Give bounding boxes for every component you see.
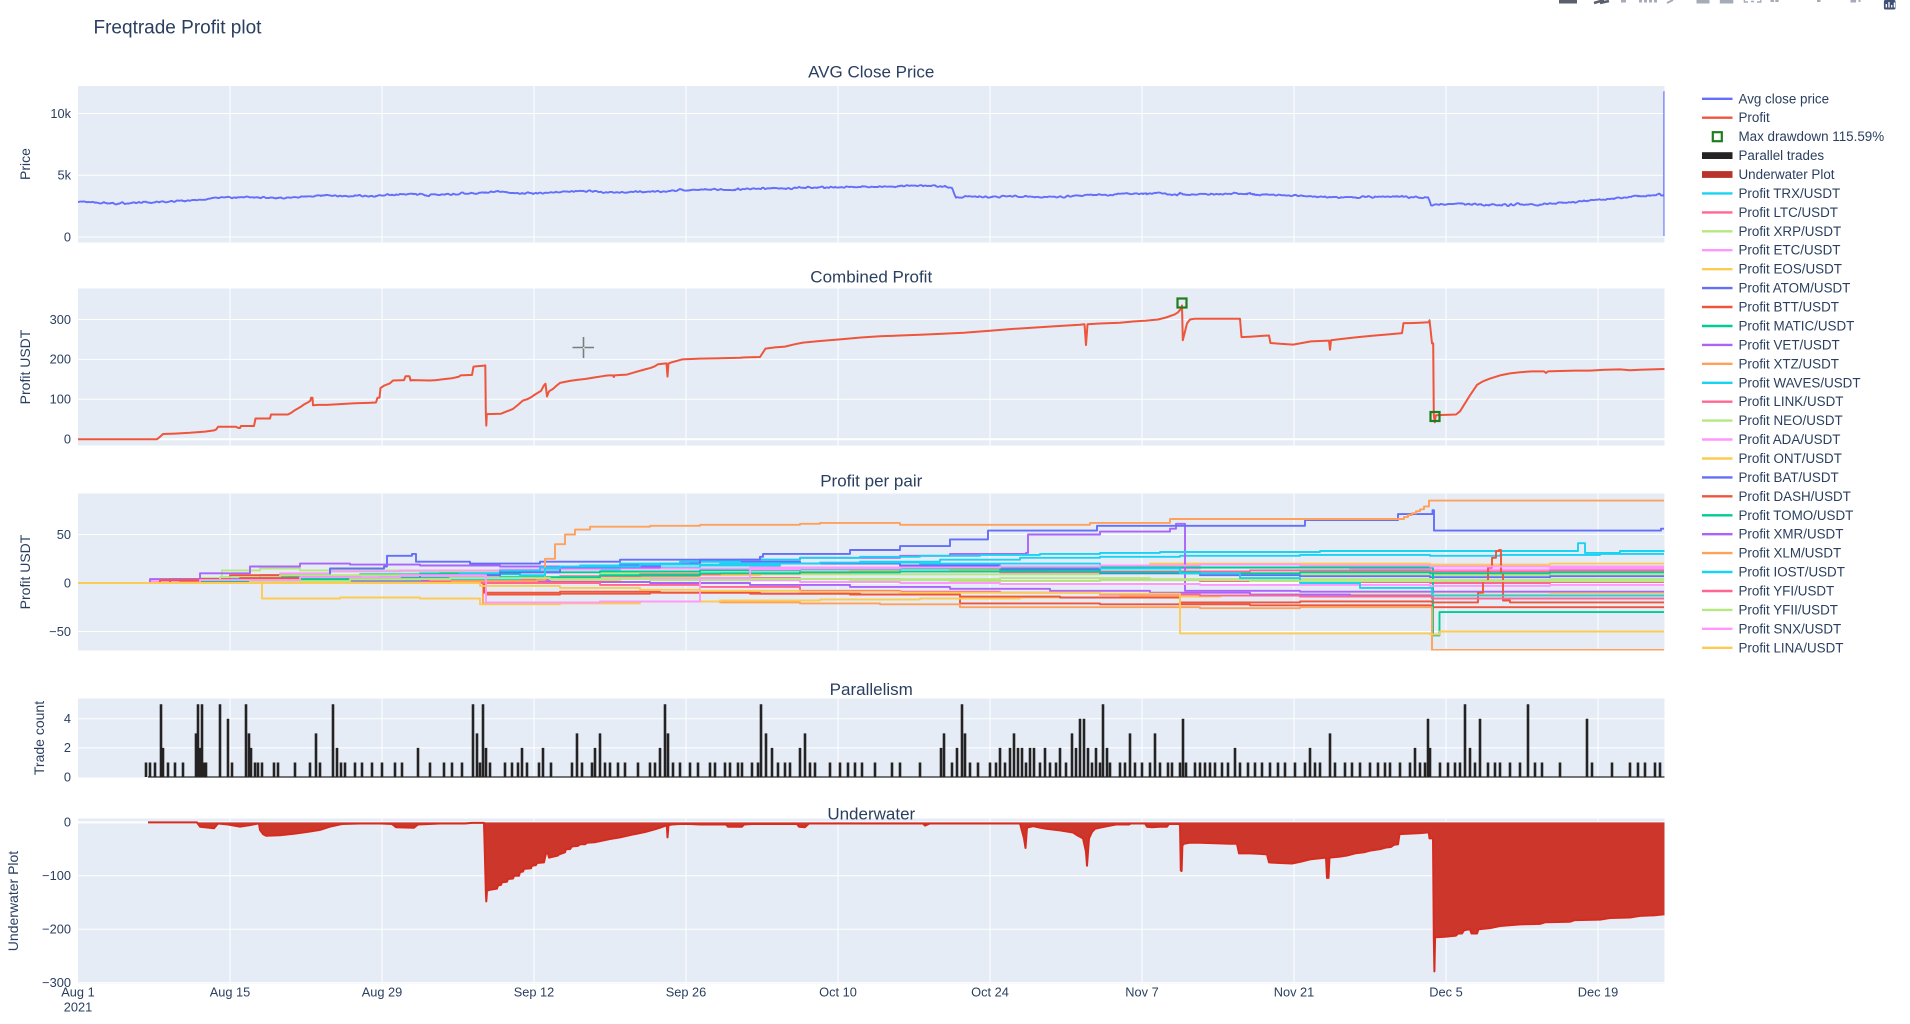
svg-text:Profit BAT/USDT: Profit BAT/USDT: [1739, 470, 1839, 485]
svg-text:0: 0: [64, 815, 71, 830]
svg-text:Profit XRP/USDT: Profit XRP/USDT: [1739, 224, 1842, 239]
svg-text:−50: −50: [49, 624, 71, 639]
svg-text:Profit TRX/USDT: Profit TRX/USDT: [1739, 186, 1841, 201]
svg-text:Parallelism: Parallelism: [830, 680, 913, 699]
svg-text:Aug 15: Aug 15: [210, 985, 251, 1000]
svg-text:Profit EOS/USDT: Profit EOS/USDT: [1739, 262, 1842, 277]
svg-text:Combined Profit: Combined Profit: [810, 268, 932, 287]
svg-text:Profit: Profit: [1739, 110, 1771, 125]
svg-text:Dec 5: Dec 5: [1429, 985, 1462, 1000]
svg-text:Trade count: Trade count: [31, 701, 47, 775]
svg-text:Profit YFII/USDT: Profit YFII/USDT: [1739, 602, 1838, 617]
svg-text:Nov 21: Nov 21: [1274, 985, 1315, 1000]
svg-text:Underwater Plot: Underwater Plot: [5, 851, 21, 951]
svg-text:0: 0: [64, 432, 71, 447]
svg-text:300: 300: [50, 312, 71, 327]
svg-text:−300: −300: [42, 975, 71, 990]
svg-text:Profit BTT/USDT: Profit BTT/USDT: [1739, 300, 1839, 315]
svg-text:−200: −200: [42, 922, 71, 937]
svg-text:Price: Price: [17, 148, 33, 180]
svg-text:Profit VET/USDT: Profit VET/USDT: [1739, 337, 1840, 352]
svg-text:Profit LINK/USDT: Profit LINK/USDT: [1739, 394, 1844, 409]
svg-text:100: 100: [50, 392, 71, 407]
svg-text:0: 0: [64, 575, 71, 590]
svg-text:50: 50: [57, 527, 71, 542]
svg-text:Profit YFI/USDT: Profit YFI/USDT: [1739, 583, 1835, 598]
svg-text:Profit ATOM/USDT: Profit ATOM/USDT: [1739, 281, 1851, 296]
svg-text:Profit DASH/USDT: Profit DASH/USDT: [1739, 489, 1851, 504]
svg-text:Avg close price: Avg close price: [1739, 91, 1830, 106]
svg-text:Sep 26: Sep 26: [666, 985, 707, 1000]
svg-text:Sep 12: Sep 12: [514, 985, 555, 1000]
svg-text:Profit TOMO/USDT: Profit TOMO/USDT: [1739, 508, 1854, 523]
svg-text:Profit ETC/USDT: Profit ETC/USDT: [1739, 243, 1841, 258]
svg-text:2: 2: [64, 740, 71, 755]
svg-text:Profit per pair: Profit per pair: [820, 472, 922, 491]
svg-text:Aug 29: Aug 29: [362, 985, 403, 1000]
svg-text:Profit IOST/USDT: Profit IOST/USDT: [1739, 565, 1845, 580]
svg-text:Profit LTC/USDT: Profit LTC/USDT: [1739, 205, 1838, 220]
svg-text:Dec 19: Dec 19: [1578, 985, 1619, 1000]
svg-text:10k: 10k: [50, 106, 71, 121]
svg-text:Profit XMR/USDT: Profit XMR/USDT: [1739, 527, 1844, 542]
svg-text:Parallel trades: Parallel trades: [1739, 148, 1825, 163]
svg-text:Max drawdown 115.59%: Max drawdown 115.59%: [1739, 129, 1885, 144]
svg-text:5k: 5k: [57, 168, 71, 183]
svg-text:200: 200: [50, 352, 71, 367]
svg-text:Underwater: Underwater: [827, 805, 915, 824]
svg-text:Profit USDT: Profit USDT: [17, 329, 33, 404]
svg-text:−100: −100: [42, 868, 71, 883]
svg-text:Freqtrade Profit plot: Freqtrade Profit plot: [94, 18, 263, 39]
svg-text:Profit SNX/USDT: Profit SNX/USDT: [1739, 621, 1842, 636]
svg-text:Profit WAVES/USDT: Profit WAVES/USDT: [1739, 375, 1861, 390]
svg-text:Underwater Plot: Underwater Plot: [1739, 167, 1835, 182]
svg-text:0: 0: [64, 769, 71, 784]
svg-text:Profit XTZ/USDT: Profit XTZ/USDT: [1739, 356, 1839, 371]
svg-text:Profit ADA/USDT: Profit ADA/USDT: [1739, 432, 1841, 447]
svg-text:4: 4: [64, 711, 71, 726]
svg-text:Profit ONT/USDT: Profit ONT/USDT: [1739, 451, 1842, 466]
svg-text:AVG Close Price: AVG Close Price: [808, 63, 934, 82]
svg-text:Oct 10: Oct 10: [819, 985, 857, 1000]
svg-text:Oct 24: Oct 24: [971, 985, 1009, 1000]
svg-text:Aug 1: Aug 1: [61, 985, 94, 1000]
svg-text:Profit USDT: Profit USDT: [17, 534, 33, 609]
svg-text:Profit MATIC/USDT: Profit MATIC/USDT: [1739, 318, 1855, 333]
svg-text:2021: 2021: [64, 1000, 92, 1015]
svg-text:Nov 7: Nov 7: [1125, 985, 1158, 1000]
svg-text:0: 0: [64, 229, 71, 244]
svg-text:Profit XLM/USDT: Profit XLM/USDT: [1739, 546, 1842, 561]
svg-text:Profit NEO/USDT: Profit NEO/USDT: [1739, 413, 1843, 428]
svg-text:Profit LINA/USDT: Profit LINA/USDT: [1739, 640, 1844, 655]
